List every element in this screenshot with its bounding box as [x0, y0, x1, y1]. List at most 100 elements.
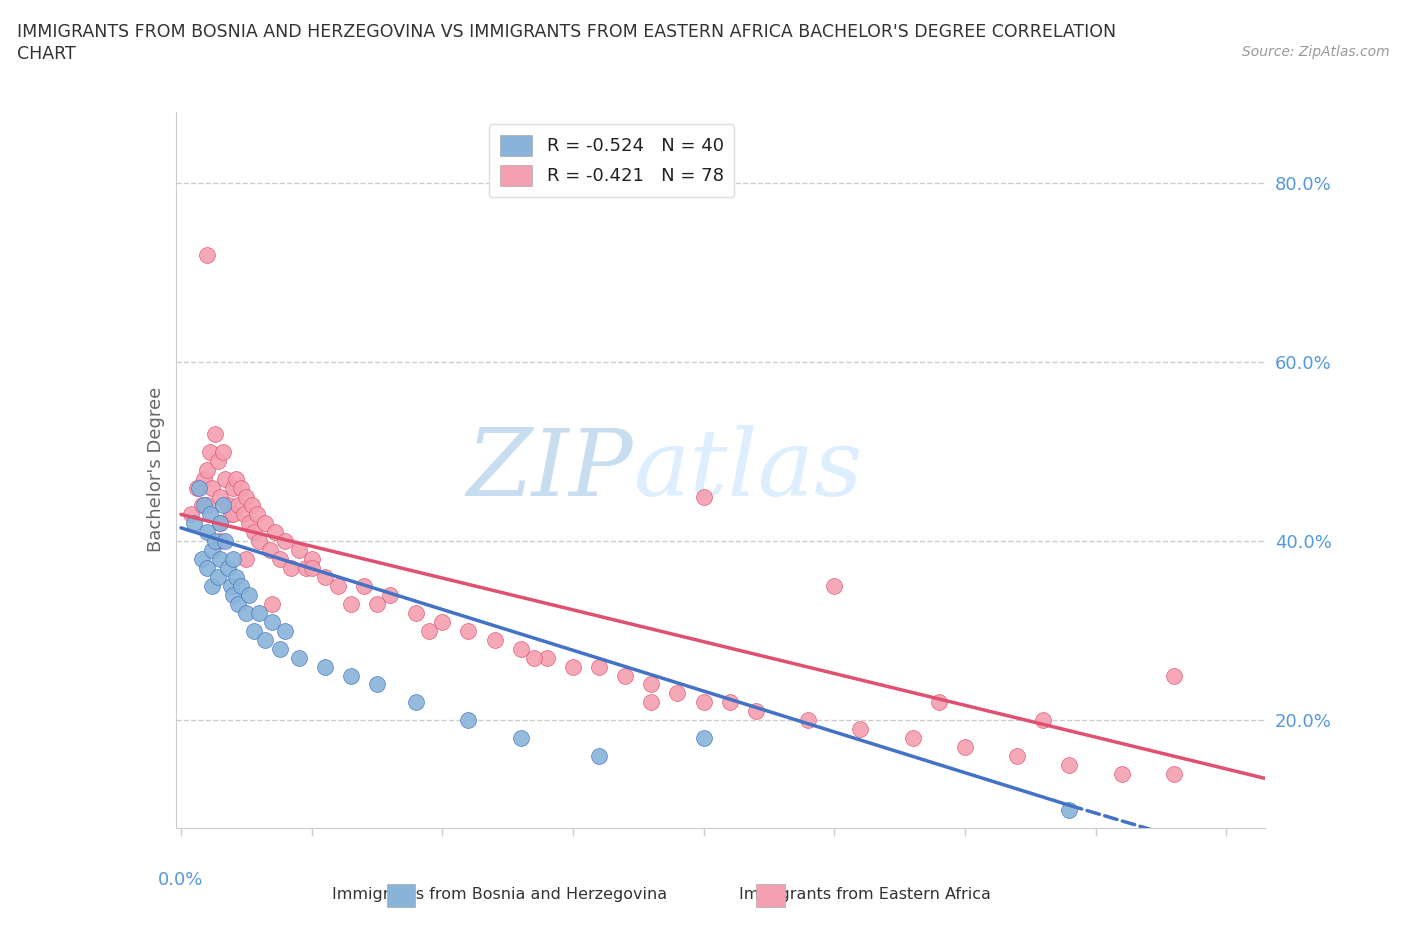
Point: [588, 659, 610, 674]
Point: [191, 498, 214, 513]
Point: [378, 588, 401, 603]
Point: [183, 516, 205, 531]
Point: [214, 534, 236, 549]
Y-axis label: Bachelor's Degree: Bachelor's Degree: [146, 387, 165, 552]
Point: [340, 596, 363, 611]
Point: [1032, 712, 1054, 727]
Point: [195, 498, 218, 513]
Point: [222, 551, 245, 566]
Point: [269, 642, 291, 657]
Point: [287, 650, 309, 665]
Point: [849, 722, 872, 737]
Point: [614, 668, 637, 683]
Point: [209, 551, 232, 566]
Point: [326, 578, 349, 593]
Point: [243, 525, 266, 539]
Point: [353, 578, 375, 593]
Point: [797, 712, 820, 727]
Point: [301, 561, 323, 576]
Point: [1163, 668, 1185, 683]
Point: [405, 605, 427, 620]
Point: [588, 749, 610, 764]
Point: [240, 498, 263, 513]
Point: [243, 623, 266, 638]
Point: [259, 543, 281, 558]
Point: [692, 731, 714, 746]
Point: [195, 561, 218, 576]
Point: [209, 516, 232, 531]
Text: Immigrants from Eastern Africa: Immigrants from Eastern Africa: [738, 887, 991, 902]
Point: [561, 659, 583, 674]
Point: [217, 561, 239, 576]
Point: [235, 551, 257, 566]
Point: [238, 516, 260, 531]
Point: [640, 677, 662, 692]
Point: [209, 489, 232, 504]
Point: [314, 659, 336, 674]
Point: [692, 489, 714, 504]
Point: [432, 615, 454, 630]
Text: 0.0%: 0.0%: [159, 870, 204, 889]
Point: [219, 507, 242, 522]
Point: [640, 695, 662, 710]
Point: [195, 525, 218, 539]
Point: [229, 480, 252, 495]
Point: [232, 507, 254, 522]
Point: [195, 462, 218, 477]
Point: [195, 247, 218, 262]
Point: [198, 507, 221, 522]
Point: [247, 605, 270, 620]
Point: [457, 623, 479, 638]
Point: [253, 632, 276, 647]
Point: [745, 704, 768, 719]
Point: [1111, 766, 1133, 781]
Point: [692, 695, 714, 710]
Point: [536, 650, 558, 665]
Point: [207, 569, 229, 585]
Point: [928, 695, 950, 710]
Point: [253, 516, 276, 531]
Point: [262, 615, 284, 630]
Point: [823, 578, 845, 593]
Point: [217, 498, 239, 513]
Point: [264, 525, 287, 539]
Point: [340, 668, 363, 683]
Point: [509, 642, 531, 657]
Point: [225, 472, 247, 486]
Point: [418, 623, 440, 638]
Point: [211, 445, 233, 459]
Point: [201, 578, 224, 593]
Point: [225, 569, 247, 585]
Point: [186, 480, 208, 495]
Point: [209, 516, 232, 531]
Point: [180, 507, 202, 522]
Point: [211, 498, 233, 513]
Point: [287, 543, 309, 558]
Point: [295, 561, 318, 576]
Point: [238, 588, 260, 603]
Point: [301, 551, 323, 566]
Text: Source: ZipAtlas.com: Source: ZipAtlas.com: [1241, 45, 1389, 59]
Point: [280, 561, 302, 576]
Point: [1059, 803, 1081, 817]
Point: [198, 445, 221, 459]
Point: [222, 588, 245, 603]
Point: [214, 472, 236, 486]
Text: CHART: CHART: [17, 45, 76, 62]
Point: [193, 472, 215, 486]
Point: [201, 480, 224, 495]
Point: [366, 596, 388, 611]
Point: [188, 480, 211, 495]
Point: [274, 623, 297, 638]
Point: [201, 543, 224, 558]
Text: ZIP: ZIP: [467, 425, 633, 514]
Text: IMMIGRANTS FROM BOSNIA AND HERZEGOVINA VS IMMIGRANTS FROM EASTERN AFRICA BACHELO: IMMIGRANTS FROM BOSNIA AND HERZEGOVINA V…: [17, 23, 1116, 41]
Point: [204, 534, 226, 549]
Point: [509, 731, 531, 746]
Text: atlas: atlas: [633, 425, 863, 514]
Point: [523, 650, 546, 665]
Point: [666, 686, 689, 701]
Point: [901, 731, 924, 746]
Point: [222, 507, 245, 522]
Point: [366, 677, 388, 692]
